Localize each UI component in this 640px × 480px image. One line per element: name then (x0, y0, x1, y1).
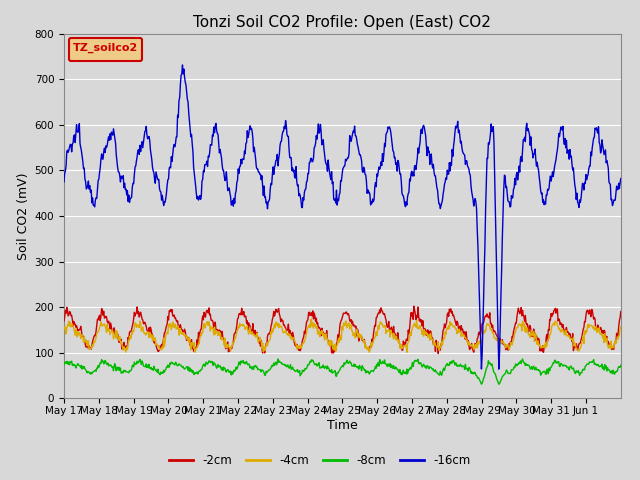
Title: Tonzi Soil CO2 Profile: Open (East) CO2: Tonzi Soil CO2 Profile: Open (East) CO2 (193, 15, 492, 30)
X-axis label: Time: Time (327, 419, 358, 432)
Legend:  (69, 38, 142, 61)
Y-axis label: Soil CO2 (mV): Soil CO2 (mV) (17, 172, 31, 260)
Legend: -2cm, -4cm, -8cm, -16cm: -2cm, -4cm, -8cm, -16cm (164, 449, 476, 472)
